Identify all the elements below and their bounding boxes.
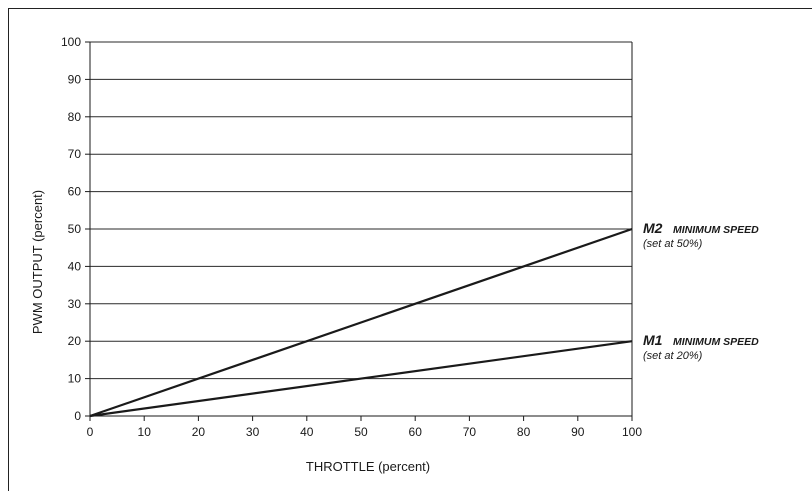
y-tick-label-20: 20 [68, 334, 82, 348]
series-note-m1: (set at 20%) [643, 350, 703, 362]
series-label-layer: M2 MINIMUM SPEED (set at 50%) M1 MINIMUM SPE… [643, 220, 759, 362]
x-tick-label-10: 10 [138, 425, 152, 439]
y-tick-label-80: 80 [68, 110, 82, 124]
series-name-m2: M2 [643, 220, 663, 236]
x-tick-label-30: 30 [246, 425, 260, 439]
series-line-m2 [89, 227, 633, 418]
series-label-m1: MINIMUM SPEED [673, 336, 759, 348]
x-tick-label-20: 20 [192, 425, 206, 439]
x-tick-label-50: 50 [354, 425, 368, 439]
series-name-m1: M1 [643, 332, 663, 348]
y-tick-label-10: 10 [68, 372, 82, 386]
x-tick-label-90: 90 [571, 425, 585, 439]
y-tick-label-100: 100 [61, 35, 81, 49]
x-tick-label-70: 70 [463, 425, 477, 439]
y-tick-label-60: 60 [68, 185, 82, 199]
y-tick-label-50: 50 [68, 222, 82, 236]
x-tick-label-80: 80 [517, 425, 531, 439]
grid-layer [90, 41, 632, 380]
series-line-m1 [89, 340, 633, 418]
x-tick-label-100: 100 [622, 425, 642, 439]
y-tick-label-30: 30 [68, 297, 82, 311]
series-layer [89, 227, 633, 418]
y-tick-label-40: 40 [68, 259, 82, 273]
y-axis-title: PWM OUTPUT (percent) [30, 190, 45, 334]
series-note-m2: (set at 50%) [643, 238, 703, 250]
chart-frame [8, 8, 812, 491]
x-tick-label-0: 0 [87, 425, 94, 439]
axis-layer: 0 10 20 30 40 50 60 70 80 90 100 0 10 20 30 40 50 60 70 80 9… [61, 35, 642, 439]
x-tick-label-60: 60 [409, 425, 423, 439]
y-tick-label-90: 90 [68, 72, 82, 86]
y-tick-label-70: 70 [68, 147, 82, 161]
y-tick-label-0: 0 [74, 409, 81, 423]
x-axis-title: THROTTLE (percent) [306, 459, 430, 474]
series-label-m2: MINIMUM SPEED [673, 224, 759, 236]
x-tick-label-40: 40 [300, 425, 314, 439]
